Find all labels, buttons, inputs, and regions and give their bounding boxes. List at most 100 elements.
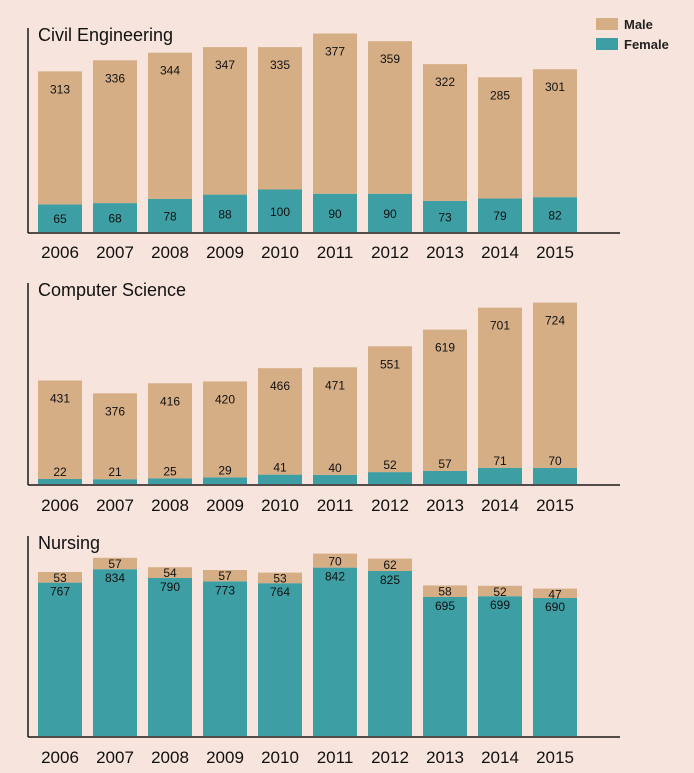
x-tick-label-2011: 2011	[317, 496, 354, 515]
x-tick-label-2006: 2006	[41, 748, 79, 767]
bar-male-2013	[423, 64, 467, 201]
bar-male-2007	[93, 60, 137, 204]
x-tick-label-2011: 2011	[317, 243, 354, 262]
data-label-male-2011: 377	[325, 45, 345, 59]
data-label-male-2015: 724	[545, 314, 565, 328]
x-tick-label-2011: 2011	[317, 748, 354, 767]
data-label-male-2012: 62	[383, 558, 397, 572]
bar-female-2006	[38, 582, 82, 736]
bar-female-2015	[533, 197, 577, 232]
bar-male-2009	[203, 381, 247, 478]
data-label-female-2015: 70	[548, 454, 562, 468]
data-label-female-2012: 90	[383, 207, 397, 221]
bar-female-2011	[313, 474, 357, 484]
legend-female-swatch	[596, 38, 618, 50]
bar-female-2015	[533, 468, 577, 484]
legend-male-label: Male	[624, 17, 653, 32]
data-label-female-2008: 790	[160, 580, 180, 594]
bar-male-2010	[258, 572, 302, 584]
x-tick-label-2013: 2013	[426, 243, 464, 262]
bar-female-2014	[478, 596, 522, 736]
data-label-female-2011: 842	[325, 570, 345, 584]
x-tick-label-2009: 2009	[206, 243, 244, 262]
bar-female-2006	[38, 478, 82, 484]
x-tick-label-2014: 2014	[481, 748, 519, 767]
computer-science-panel: Computer Science 22431200621376200725416…	[27, 280, 620, 515]
x-tick-label-2008: 2008	[151, 243, 189, 262]
data-label-male-2009: 347	[215, 58, 235, 72]
data-label-male-2007: 57	[108, 557, 122, 571]
bar-female-2014	[478, 198, 522, 232]
bar-female-2015	[533, 598, 577, 736]
bar-male-2006	[38, 572, 82, 583]
data-label-female-2009: 88	[218, 207, 232, 221]
data-label-female-2011: 40	[328, 461, 342, 475]
data-label-female-2014: 79	[493, 209, 507, 223]
x-tick-label-2014: 2014	[481, 243, 519, 262]
x-tick-label-2013: 2013	[426, 496, 464, 515]
x-tick-label-2007: 2007	[96, 496, 134, 515]
bar-female-2013	[423, 597, 467, 736]
data-label-male-2006: 53	[53, 571, 67, 585]
data-label-female-2007: 834	[105, 571, 125, 585]
bar-female-2007	[93, 203, 137, 232]
data-label-male-2014: 285	[490, 88, 510, 102]
data-label-male-2012: 551	[380, 357, 400, 371]
data-label-female-2006: 22	[53, 465, 67, 479]
data-label-female-2009: 29	[218, 463, 232, 477]
bar-male-2010	[258, 368, 302, 475]
data-label-female-2014: 699	[490, 598, 510, 612]
data-label-female-2010: 100	[270, 205, 290, 219]
civil-engineering-panel: Civil Engineering 65 313 2006 68 336 2007 78 34…	[27, 25, 620, 262]
x-tick-label-2012: 2012	[371, 496, 409, 515]
bar-male-2011	[313, 33, 357, 194]
data-label-female-2014: 71	[493, 454, 507, 468]
bar-male-2012	[368, 41, 412, 194]
data-label-female-2007: 21	[108, 465, 122, 479]
bar-male-2010	[258, 47, 302, 190]
bar-male-2008	[148, 567, 192, 578]
panel-title: Nursing	[38, 533, 100, 553]
data-label-female-2010: 764	[270, 585, 290, 599]
x-tick-label-2007: 2007	[96, 243, 134, 262]
data-label-male-2006: 313	[50, 82, 70, 96]
x-tick-label-2015: 2015	[536, 496, 574, 515]
x-tick-label-2010: 2010	[261, 243, 299, 262]
panel-title: Civil Engineering	[38, 25, 173, 45]
data-label-female-2008: 25	[163, 464, 177, 478]
x-tick-label-2012: 2012	[371, 748, 409, 767]
x-tick-label-2014: 2014	[481, 496, 519, 515]
bar-female-2012	[368, 472, 412, 484]
bar-female-2010	[258, 474, 302, 484]
bar-female-2008	[148, 198, 192, 232]
data-label-male-2008: 416	[160, 394, 180, 408]
data-label-male-2010: 53	[273, 572, 287, 586]
data-label-male-2008: 54	[163, 566, 177, 580]
bar-male-2015	[533, 588, 577, 598]
data-label-female-2008: 78	[163, 209, 177, 223]
data-label-female-2013: 695	[435, 599, 455, 613]
x-tick-label-2009: 2009	[206, 496, 244, 515]
bar-female-2013	[423, 470, 467, 484]
data-label-male-2009: 420	[215, 392, 235, 406]
data-label-male-2007: 376	[105, 404, 125, 418]
data-label-female-2006: 65	[53, 212, 67, 226]
bar-male-2014	[478, 585, 522, 597]
data-label-male-2012: 359	[380, 52, 400, 66]
data-label-male-2011: 70	[328, 555, 342, 569]
legend: Male Female	[596, 17, 669, 52]
data-label-female-2012: 52	[383, 458, 397, 472]
data-label-male-2013: 58	[438, 584, 452, 598]
bar-male-2014	[478, 77, 522, 199]
bar-female-2009	[203, 581, 247, 736]
bar-male-2009	[203, 47, 247, 195]
bar-male-2013	[423, 585, 467, 597]
bar-male-2015	[533, 69, 577, 198]
bar-male-2011	[313, 367, 357, 475]
bar-male-2008	[148, 52, 192, 199]
x-tick-label-2008: 2008	[151, 748, 189, 767]
x-tick-label-2007: 2007	[96, 748, 134, 767]
bar-female-2012	[368, 193, 412, 232]
x-tick-label-2010: 2010	[261, 748, 299, 767]
data-label-male-2011: 471	[325, 378, 345, 392]
